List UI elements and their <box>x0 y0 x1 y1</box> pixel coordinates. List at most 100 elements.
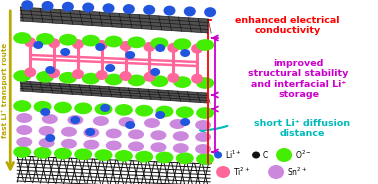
Ellipse shape <box>173 76 191 88</box>
Ellipse shape <box>118 117 135 127</box>
Ellipse shape <box>60 48 70 56</box>
Ellipse shape <box>195 132 211 142</box>
Ellipse shape <box>119 71 132 81</box>
Ellipse shape <box>83 140 99 150</box>
Ellipse shape <box>127 75 146 86</box>
Ellipse shape <box>144 118 160 128</box>
Ellipse shape <box>123 4 135 14</box>
Ellipse shape <box>204 7 216 17</box>
Ellipse shape <box>94 103 113 115</box>
Ellipse shape <box>34 101 51 113</box>
Ellipse shape <box>54 148 72 159</box>
Ellipse shape <box>196 77 214 89</box>
Ellipse shape <box>36 71 54 83</box>
Ellipse shape <box>125 51 135 59</box>
Ellipse shape <box>59 72 77 84</box>
Ellipse shape <box>180 118 190 126</box>
Ellipse shape <box>82 73 100 84</box>
Ellipse shape <box>191 74 203 84</box>
Ellipse shape <box>105 74 123 85</box>
Ellipse shape <box>115 150 133 162</box>
Ellipse shape <box>39 126 54 136</box>
Ellipse shape <box>13 32 31 44</box>
Ellipse shape <box>195 120 211 130</box>
Ellipse shape <box>173 143 189 153</box>
Ellipse shape <box>85 128 95 136</box>
Ellipse shape <box>24 37 36 47</box>
Ellipse shape <box>164 6 175 16</box>
Ellipse shape <box>82 3 94 13</box>
Ellipse shape <box>252 151 260 158</box>
Text: O$^{2-}$: O$^{2-}$ <box>295 149 311 161</box>
Ellipse shape <box>128 141 144 151</box>
Ellipse shape <box>67 115 84 125</box>
Ellipse shape <box>83 128 99 138</box>
Ellipse shape <box>33 41 43 49</box>
Ellipse shape <box>74 148 92 160</box>
Ellipse shape <box>16 113 32 123</box>
Ellipse shape <box>45 66 55 74</box>
Text: Sn$^{2+}$: Sn$^{2+}$ <box>287 166 307 178</box>
Ellipse shape <box>180 49 190 57</box>
Ellipse shape <box>150 68 160 76</box>
Text: Ti$^{2+}$: Ti$^{2+}$ <box>233 166 250 178</box>
Ellipse shape <box>191 44 203 54</box>
Ellipse shape <box>150 37 168 49</box>
Ellipse shape <box>176 106 194 118</box>
Ellipse shape <box>144 42 155 52</box>
Ellipse shape <box>16 137 32 147</box>
Ellipse shape <box>119 41 132 51</box>
Ellipse shape <box>36 33 54 45</box>
Ellipse shape <box>13 146 31 158</box>
Ellipse shape <box>48 38 60 48</box>
Ellipse shape <box>105 36 123 47</box>
Ellipse shape <box>167 73 179 83</box>
Ellipse shape <box>184 6 196 16</box>
Ellipse shape <box>128 129 144 139</box>
Ellipse shape <box>42 1 54 11</box>
Ellipse shape <box>155 152 174 163</box>
Ellipse shape <box>106 129 122 138</box>
Ellipse shape <box>125 121 135 129</box>
Text: improved
structural stability
and interfacial Li⁺
storage: improved structural stability and interf… <box>248 59 349 99</box>
Ellipse shape <box>155 44 165 52</box>
Text: fast Li⁺ transport route: fast Li⁺ transport route <box>1 42 8 138</box>
Ellipse shape <box>94 149 113 161</box>
Ellipse shape <box>276 148 292 162</box>
Ellipse shape <box>95 43 105 51</box>
Ellipse shape <box>34 147 51 159</box>
Ellipse shape <box>24 67 36 77</box>
Ellipse shape <box>96 40 108 50</box>
Ellipse shape <box>100 104 110 112</box>
Ellipse shape <box>54 102 72 113</box>
Ellipse shape <box>42 114 58 124</box>
Ellipse shape <box>143 5 155 15</box>
Text: enhanced electrical
conductivity: enhanced electrical conductivity <box>235 16 339 36</box>
Ellipse shape <box>72 39 84 49</box>
Ellipse shape <box>61 127 77 137</box>
Ellipse shape <box>170 119 186 129</box>
Ellipse shape <box>16 125 32 135</box>
Ellipse shape <box>214 151 222 158</box>
Ellipse shape <box>216 166 230 178</box>
Ellipse shape <box>70 116 80 124</box>
Ellipse shape <box>74 102 92 114</box>
Ellipse shape <box>59 34 77 46</box>
Text: short Li⁺ diffusion
distance: short Li⁺ diffusion distance <box>254 119 350 139</box>
Ellipse shape <box>196 39 214 51</box>
Ellipse shape <box>150 75 168 87</box>
Ellipse shape <box>105 64 115 72</box>
Ellipse shape <box>150 142 166 152</box>
Ellipse shape <box>106 141 122 151</box>
Ellipse shape <box>196 153 214 165</box>
Ellipse shape <box>96 70 108 80</box>
Text: C: C <box>263 151 268 160</box>
Text: Li$^{1+}$: Li$^{1+}$ <box>225 149 242 161</box>
Ellipse shape <box>135 105 153 116</box>
Ellipse shape <box>93 116 109 126</box>
Ellipse shape <box>45 134 55 142</box>
Ellipse shape <box>82 35 100 47</box>
Ellipse shape <box>21 0 33 10</box>
Ellipse shape <box>62 2 74 12</box>
Ellipse shape <box>13 70 31 82</box>
